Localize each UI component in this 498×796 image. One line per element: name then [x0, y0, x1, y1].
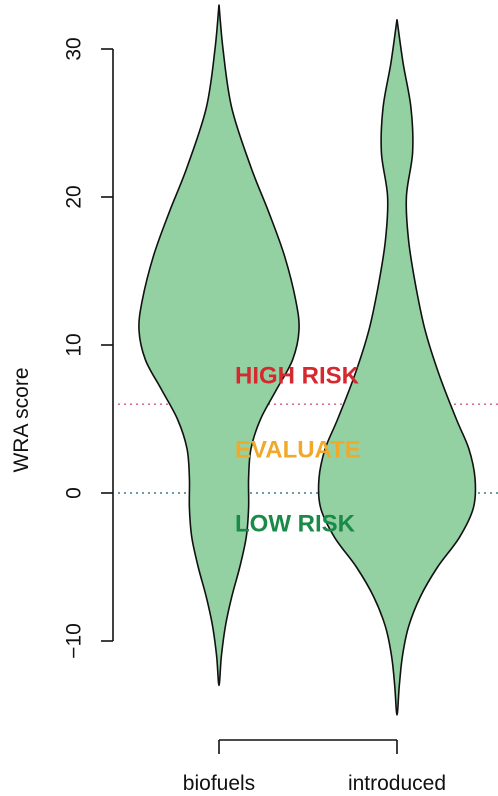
y-axis-title: WRA score [10, 367, 33, 472]
x-tick-label-biofuels: biofuels [183, 772, 255, 795]
x-axis: biofuels introduced [183, 739, 446, 795]
y-tick-label: −10 [63, 623, 86, 659]
risk-zone-labels: HIGH RISK EVALUATE LOW RISK [235, 363, 361, 538]
y-tick-label: 10 [63, 333, 86, 356]
violin-biofuels [138, 4, 300, 687]
violin-introduced [317, 19, 477, 716]
x-tick-label-introduced: introduced [348, 772, 446, 795]
y-axis: −10 0 10 20 30 [63, 37, 114, 659]
y-tick-label: 20 [63, 185, 86, 208]
violins [138, 4, 477, 716]
y-tick-label: 30 [63, 37, 86, 60]
y-tick-label: 0 [63, 487, 86, 499]
zone-label-low-risk: LOW RISK [235, 511, 356, 538]
zone-label-evaluate: EVALUATE [235, 437, 361, 464]
zone-label-high-risk: HIGH RISK [235, 363, 360, 390]
